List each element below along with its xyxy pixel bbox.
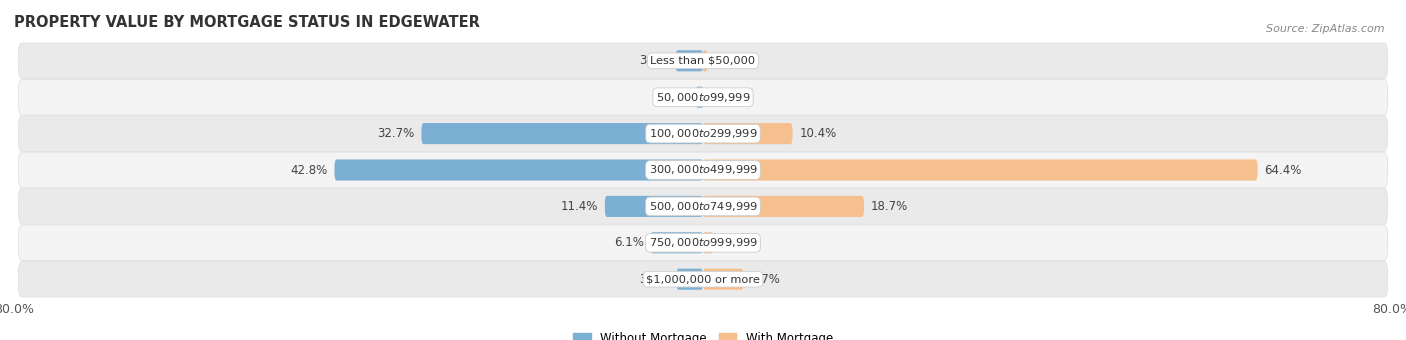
FancyBboxPatch shape [18,43,1388,79]
Text: 18.7%: 18.7% [870,200,908,213]
FancyBboxPatch shape [703,123,793,144]
Text: 3.2%: 3.2% [638,54,669,67]
Text: $300,000 to $499,999: $300,000 to $499,999 [648,164,758,176]
Text: PROPERTY VALUE BY MORTGAGE STATUS IN EDGEWATER: PROPERTY VALUE BY MORTGAGE STATUS IN EDG… [14,15,479,30]
FancyBboxPatch shape [18,189,1388,224]
Text: 11.4%: 11.4% [561,200,598,213]
Text: $750,000 to $999,999: $750,000 to $999,999 [648,236,758,249]
FancyBboxPatch shape [696,87,703,108]
Text: $100,000 to $299,999: $100,000 to $299,999 [648,127,758,140]
FancyBboxPatch shape [675,50,703,71]
FancyBboxPatch shape [18,79,1388,115]
FancyBboxPatch shape [605,196,703,217]
Text: 6.1%: 6.1% [613,236,644,249]
Text: 42.8%: 42.8% [290,164,328,176]
Text: 4.7%: 4.7% [751,273,780,286]
Text: 0.0%: 0.0% [710,91,740,104]
FancyBboxPatch shape [335,159,703,181]
FancyBboxPatch shape [422,123,703,144]
Text: 32.7%: 32.7% [377,127,415,140]
FancyBboxPatch shape [18,152,1388,188]
Text: $1,000,000 or more: $1,000,000 or more [647,274,759,284]
FancyBboxPatch shape [703,159,1257,181]
FancyBboxPatch shape [703,196,865,217]
Text: 0.45%: 0.45% [714,54,751,67]
FancyBboxPatch shape [651,232,703,253]
Text: 3.1%: 3.1% [640,273,669,286]
Text: $500,000 to $749,999: $500,000 to $749,999 [648,200,758,213]
FancyBboxPatch shape [676,269,703,290]
Text: Source: ZipAtlas.com: Source: ZipAtlas.com [1267,24,1385,34]
Text: $50,000 to $99,999: $50,000 to $99,999 [655,91,751,104]
Text: 1.2%: 1.2% [720,236,749,249]
Text: 10.4%: 10.4% [800,127,837,140]
Text: 64.4%: 64.4% [1264,164,1302,176]
Text: 0.77%: 0.77% [652,91,689,104]
Legend: Without Mortgage, With Mortgage: Without Mortgage, With Mortgage [568,328,838,340]
FancyBboxPatch shape [18,225,1388,261]
FancyBboxPatch shape [703,50,707,71]
FancyBboxPatch shape [703,269,744,290]
FancyBboxPatch shape [703,232,713,253]
FancyBboxPatch shape [18,261,1388,297]
Text: Less than $50,000: Less than $50,000 [651,56,755,66]
FancyBboxPatch shape [18,116,1388,151]
